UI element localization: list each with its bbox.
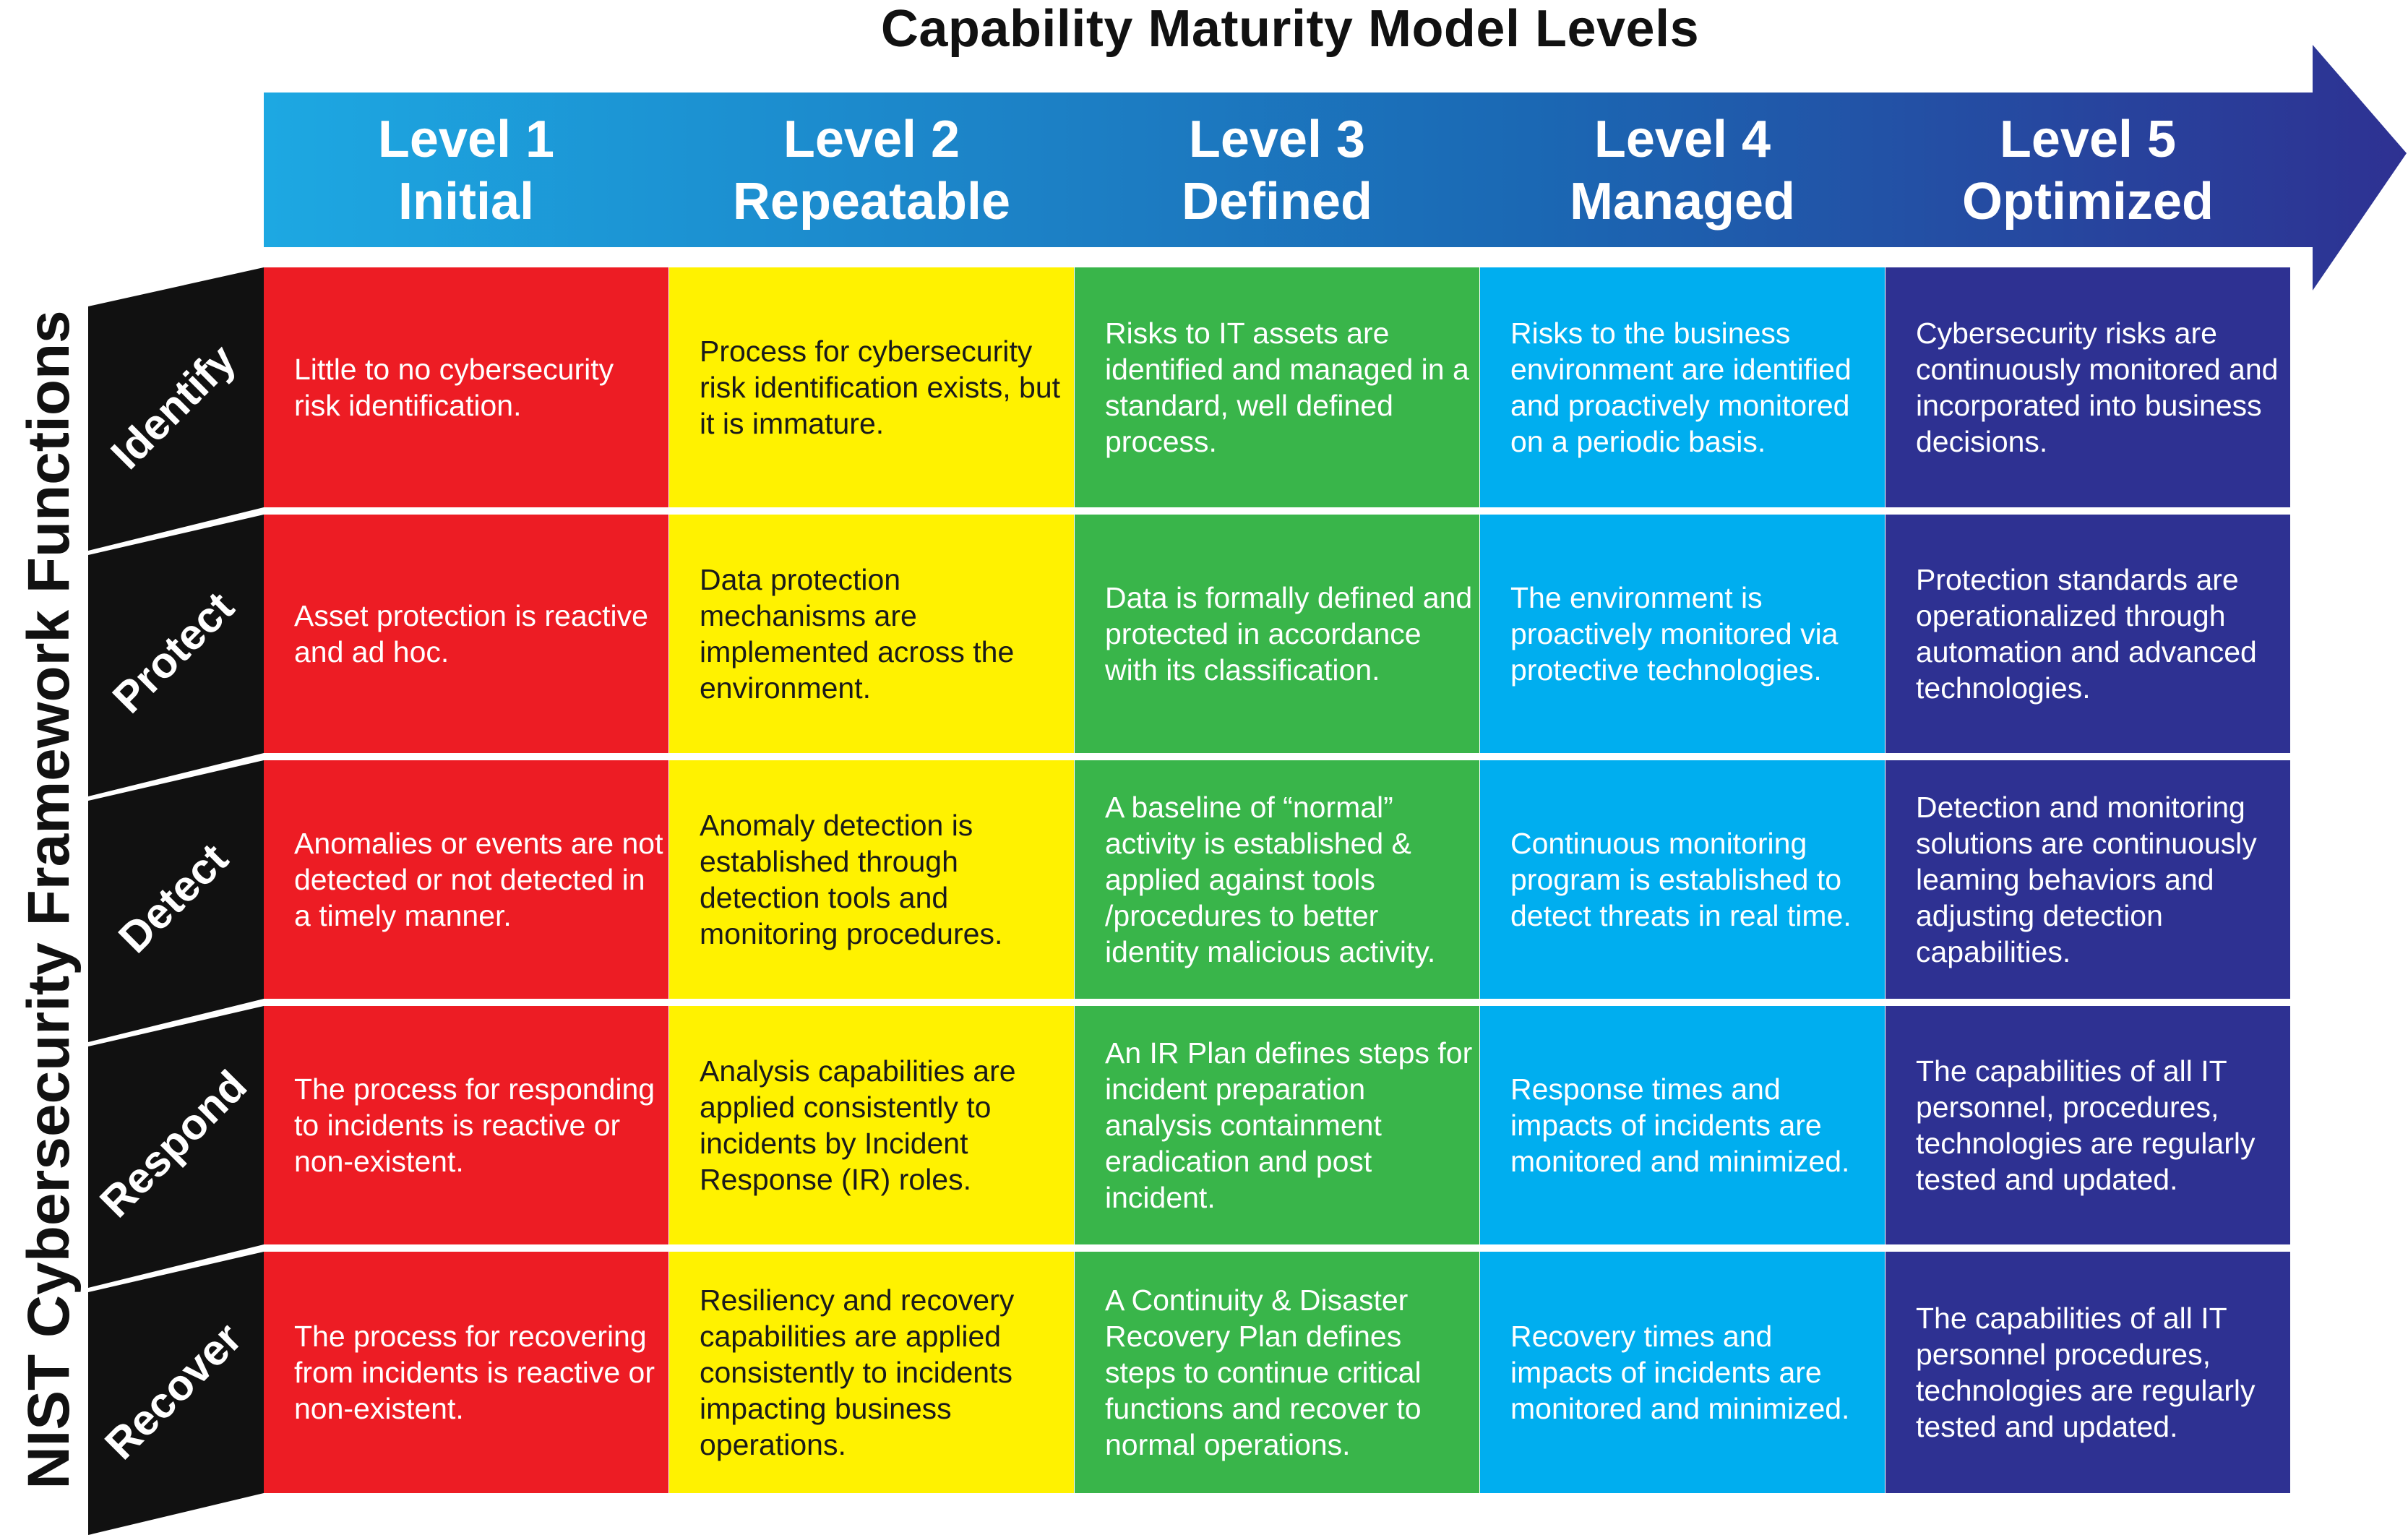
level-header-2: Level 2 Repeatable xyxy=(669,108,1074,238)
cell-text: Continuous monitoring program is establi… xyxy=(1510,827,1852,932)
cell-detect-level-1: Anomalies or events are not detected or … xyxy=(264,760,668,999)
cell-protect-level-3: Data is formally defined and protected i… xyxy=(1075,515,1479,753)
cell-text: A Continuity & Disaster Recovery Plan de… xyxy=(1105,1284,1422,1461)
cell-protect-level-1: Asset protection is reactive and ad hoc. xyxy=(264,515,668,753)
cell-recover-level-4: Recovery times and impacts of incidents … xyxy=(1480,1252,1885,1493)
cell-recover-level-5: The capabilities of all IT personnel pro… xyxy=(1885,1252,2290,1493)
cell-protect-level-4: The environment is proactively monitored… xyxy=(1480,515,1885,753)
cell-text: Data is formally defined and protected i… xyxy=(1105,581,1473,687)
cell-detect-level-4: Continuous monitoring program is establi… xyxy=(1480,760,1885,999)
cell-detect-level-5: Detection and monitoring solutions are c… xyxy=(1885,760,2290,999)
level-header-4: Level 4 Managed xyxy=(1480,108,1885,238)
cell-text: Detection and monitoring solutions are c… xyxy=(1916,791,2257,968)
row-label-identify-tab xyxy=(88,267,264,551)
level-number: Level 2 xyxy=(783,111,960,168)
cell-text: Response times and impacts of incidents … xyxy=(1510,1072,1850,1178)
cell-text: Analysis capabilities are applied consis… xyxy=(700,1054,1016,1196)
cell-text: Data protection mechanisms are implement… xyxy=(700,563,1015,705)
cell-identify-level-3: Risks to IT assets are identified and ma… xyxy=(1075,267,1479,507)
cell-respond-level-3: An IR Plan defines steps for incident pr… xyxy=(1075,1006,1479,1244)
cell-text: The environment is proactively monitored… xyxy=(1510,581,1839,687)
level-header-1: Level 1 Initial xyxy=(264,108,668,238)
row-label-respond-tab xyxy=(88,1006,264,1288)
cell-text: The capabilities of all IT personnel pro… xyxy=(1916,1302,2256,1443)
cell-identify-level-1: Little to no cybersecurity risk identifi… xyxy=(264,267,668,507)
cell-text: Asset protection is reactive and ad hoc. xyxy=(294,599,648,668)
cell-recover-level-1: The process for recovering from incident… xyxy=(264,1252,668,1493)
cell-text: Risks to the business environment are id… xyxy=(1510,317,1852,458)
cell-detect-level-2: Anomaly detection is established through… xyxy=(669,760,1074,999)
cell-text: A baseline of “normal” activity is estab… xyxy=(1105,791,1436,968)
cell-text: Process for cybersecurity risk identific… xyxy=(700,335,1061,440)
level-name: Defined xyxy=(1181,173,1373,231)
cell-text: Resiliency and recovery capabilities are… xyxy=(700,1284,1015,1461)
cell-text: Risks to IT assets are identified and ma… xyxy=(1105,317,1469,458)
cell-recover-level-3: A Continuity & Disaster Recovery Plan de… xyxy=(1075,1252,1479,1493)
diagram-title: Capability Maturity Model Levels xyxy=(880,0,1700,58)
cell-text: The process for recovering from incident… xyxy=(294,1320,655,1425)
cell-text: Anomalies or events are not detected or … xyxy=(294,827,663,932)
level-name: Optimized xyxy=(1961,173,2214,231)
level-number: Level 4 xyxy=(1594,111,1771,168)
function-labels: Identify Protect Detect Respond Recover xyxy=(88,267,264,1535)
level-number: Level 1 xyxy=(377,111,555,168)
cell-identify-level-2: Process for cybersecurity risk identific… xyxy=(669,267,1074,507)
cell-respond-level-4: Response times and impacts of incidents … xyxy=(1480,1006,1885,1244)
row-label-detect-tab xyxy=(88,760,264,1042)
row-label-protect-tab xyxy=(88,515,264,796)
cell-protect-level-2: Data protection mechanisms are implement… xyxy=(669,515,1074,753)
cell-recover-level-2: Resiliency and recovery capabilities are… xyxy=(669,1252,1074,1493)
cell-text: Protection standards are operationalized… xyxy=(1916,563,2257,705)
cell-text: An IR Plan defines steps for incident pr… xyxy=(1105,1036,1473,1214)
level-number: Level 3 xyxy=(1188,111,1366,168)
level-header-5: Level 5 Optimized xyxy=(1885,108,2290,238)
cell-protect-level-5: Protection standards are operationalized… xyxy=(1885,515,2290,753)
level-number: Level 5 xyxy=(1999,111,2177,168)
cell-text: Anomaly detection is established through… xyxy=(700,809,1003,950)
cell-text: Cybersecurity risks are continuously mon… xyxy=(1916,317,2279,458)
cell-text: Recovery times and impacts of incidents … xyxy=(1510,1320,1850,1425)
cell-respond-level-1: The process for responding to incidents … xyxy=(264,1006,668,1244)
level-name: Managed xyxy=(1569,173,1796,231)
side-title: NIST Cybersecurity Framework Functions xyxy=(16,310,82,1489)
cell-respond-level-5: The capabilities of all IT personnel, pr… xyxy=(1885,1006,2290,1244)
level-name: Repeatable xyxy=(732,173,1011,231)
cell-identify-level-4: Risks to the business environment are id… xyxy=(1480,267,1885,507)
cell-text: Little to no cybersecurity risk identifi… xyxy=(294,353,614,422)
cell-identify-level-5: Cybersecurity risks are continuously mon… xyxy=(1885,267,2290,507)
level-name: Initial xyxy=(397,173,534,231)
cell-text: The process for responding to incidents … xyxy=(294,1072,655,1178)
cell-respond-level-2: Analysis capabilities are applied consis… xyxy=(669,1006,1074,1244)
arrow-shape xyxy=(264,45,2407,291)
row-label-recover-tab xyxy=(88,1252,264,1535)
cell-detect-level-3: A baseline of “normal” activity is estab… xyxy=(1075,760,1479,999)
level-arrow xyxy=(264,45,2407,291)
cell-text: The capabilities of all IT personnel, pr… xyxy=(1916,1054,2256,1196)
level-header-3: Level 3 Defined xyxy=(1075,108,1479,238)
